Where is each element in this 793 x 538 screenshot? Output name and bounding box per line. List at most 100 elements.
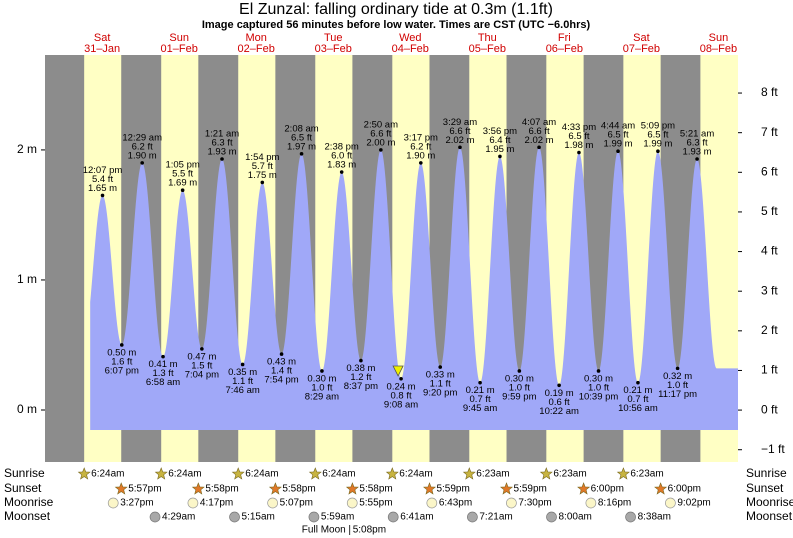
extreme-meters: 0.50 m [107,347,136,358]
row-label: Sunset [4,481,42,495]
sunrise-time: 6:24am [399,469,432,480]
extreme-feet: 0.8 ft [391,390,412,401]
sunrise-icon [231,467,245,480]
extreme-meters: 1.99 m [643,139,672,150]
extreme-point [140,161,144,165]
extreme-point [200,347,204,351]
extreme-feet: 1.4 ft [271,366,292,377]
sunrise-time: 6:24am [322,469,355,480]
day-name: Sun [709,32,729,44]
extreme-time: 9:20 pm [423,388,457,399]
row-label: Sunrise [746,466,787,480]
extreme-time: 1:21 am [205,129,239,140]
sunset-icon [114,482,128,495]
y2-tick-label: 5 ft [761,204,778,218]
extreme-meters: 0.21 m [466,385,495,396]
extreme-feet: 1.6 ft [111,356,132,367]
day-date: 03–Feb [315,43,352,55]
extreme-feet: 6.5 ft [568,131,589,142]
extreme-meters: 0.33 m [426,370,455,381]
moonrise-icon [585,497,597,509]
sunrise-icon [462,467,476,480]
extreme-time: 9:45 am [463,403,497,414]
y2-tick-label: 2 ft [761,323,778,337]
extreme-point [260,180,265,185]
moonrise-time: 8:16pm [598,498,631,509]
extreme-feet: 1.2 ft [350,372,371,383]
sunrise-time: 6:23am [476,469,509,480]
extreme-point [478,380,482,385]
extreme-meters: 0.35 m [228,367,257,378]
extreme-point [119,343,124,347]
extreme-feet: 1.1 ft [430,379,451,390]
extreme-feet: 6.5 ft [291,132,312,143]
extreme-point [379,148,383,152]
y2-tick-label: 3 ft [761,283,778,297]
sunset-time: 5:57pm [128,484,161,495]
extreme-time: 8:29 am [305,391,339,402]
day-name: Sat [633,32,650,44]
moonrise-time: 5:55pm [359,498,392,509]
extreme-meters: 1.93 m [207,147,236,158]
sunset-time: 5:58pm [282,484,315,495]
moonrise-icon [665,497,676,509]
sunset-time: 5:58pm [205,484,238,495]
extreme-meters: 1.98 m [564,140,593,151]
extreme-meters: 1.90 m [128,150,157,161]
day-date: 01–Feb [161,43,198,55]
y2-tick-label: 4 ft [761,244,778,258]
extreme-time: 5:09 pm [641,121,675,132]
extreme-time: 10:39 pm [579,391,619,402]
sunset-icon [577,482,591,495]
extreme-time: 7:46 am [225,385,259,396]
day-date: 04–Feb [392,43,429,55]
full-moon-time: 5:08pm [353,525,386,536]
extreme-meters: 2.00 m [366,137,395,148]
extreme-meters: 2.02 m [525,135,554,146]
y2-tick-label: 0 ft [761,402,778,416]
extreme-meters: 1.93 m [683,147,712,158]
sunset-icon [500,482,513,495]
moonrise-time: 5:07pm [280,498,313,509]
extreme-feet: 0.7 ft [627,394,648,405]
extreme-time: 4:44 am [601,121,635,132]
extreme-point [240,362,245,367]
row-label: Moonset [746,509,793,523]
extreme-feet: 6.5 ft [647,130,668,141]
extreme-feet: 6.2 ft [410,141,431,152]
extreme-time: 10:56 am [618,403,658,414]
sunset-icon [423,482,436,495]
sunrise-icon [616,467,630,480]
moonset-icon [546,511,557,523]
extreme-feet: 6.6 ft [370,128,391,139]
extreme-time: 9:59 pm [502,391,536,402]
extreme-point [498,154,502,159]
extreme-time: 7:04 pm [185,369,219,380]
extreme-meters: 1.95 m [485,144,514,155]
day-date: 06–Feb [546,43,583,55]
extreme-point [161,354,165,359]
extreme-time: 6:07 pm [105,365,139,376]
moonrise-icon [187,497,199,509]
moonset-time: 5:59am [321,512,354,523]
extreme-point [279,352,284,356]
extreme-point [458,145,462,150]
moonset-icon [149,511,161,523]
extreme-meters: 1.83 m [327,160,356,171]
day-date: 05–Feb [469,43,506,55]
extreme-feet: 6.2 ft [132,141,153,152]
day-name: Wed [399,32,421,44]
extreme-feet: 1.0 ft [509,382,530,393]
y-tick-label: 1 m [17,272,37,286]
extreme-meters: 0.19 m [545,388,574,399]
extreme-time: 9:08 am [384,399,418,410]
extreme-point [180,188,185,193]
y2-tick-label: 1 ft [761,363,778,377]
row-label: Sunset [746,481,784,495]
extreme-feet: 1.0 ft [311,382,332,393]
extreme-feet: 1.0 ft [588,382,609,393]
moonset-time: 8:38am [638,512,671,523]
extreme-point [557,383,561,388]
extreme-point [517,369,522,373]
